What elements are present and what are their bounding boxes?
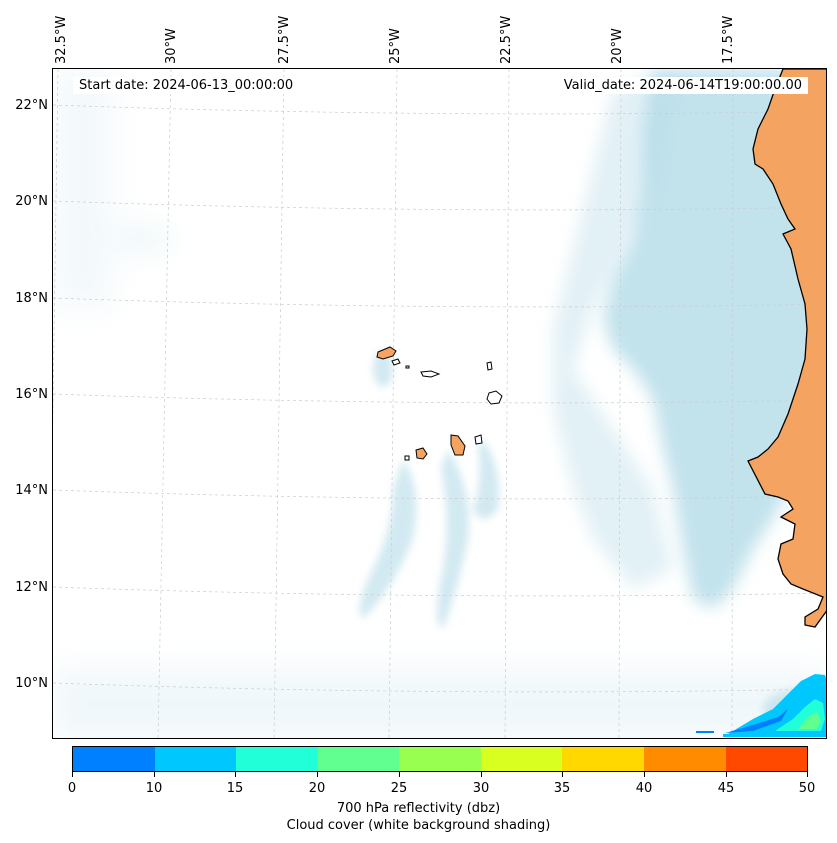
colorbar-tick-25: [399, 772, 400, 777]
colorbar-segment-0-10: [73, 747, 155, 771]
africa-landmass: [747, 69, 826, 628]
colorbar-segment-15-20: [236, 747, 318, 771]
island-fogo: [415, 447, 428, 460]
colorbar-segment-20-25: [317, 747, 400, 771]
lat-label-12n: 12°N: [15, 580, 48, 595]
cloud-haze-west: [53, 69, 113, 309]
start-date-label: Start date: 2024-06-13_00:00:00: [73, 77, 300, 94]
lon-label-30w: 30°W: [164, 28, 179, 64]
lat-label-14n: 14°N: [15, 483, 48, 498]
lat-label-18n: 18°N: [15, 291, 48, 306]
island-sao-nicolau: [420, 370, 441, 378]
colorbar-segment-10-15: [154, 747, 237, 771]
colorbar-tick-50: [807, 772, 808, 777]
meridian-30w: [157, 69, 172, 738]
lon-label-25w: 25°W: [388, 28, 403, 64]
colorbar-label-30: 30: [472, 781, 490, 796]
colorbar-tick-35: [562, 772, 563, 777]
colorbar-tick-0: [72, 772, 73, 777]
colorbar-subtitle: Cloud cover (white background shading): [286, 818, 551, 833]
island-santo-antao: [376, 346, 397, 360]
cape-verde-islands: [376, 346, 503, 461]
island-sal: [486, 361, 493, 371]
meridian-27-5w: [273, 69, 285, 738]
cloud-patch-island: [373, 351, 393, 387]
colorbar-tick-40: [644, 772, 645, 777]
meridian-17-5w: [731, 69, 734, 738]
colorbar-segment-40-45: [643, 747, 726, 771]
reflectivity-cells: [696, 674, 826, 737]
colorbar-label-35: 35: [553, 781, 571, 796]
colorbar-label-50: 50: [798, 781, 816, 796]
colorbar-tick-20: [317, 772, 318, 777]
island-boa-vista: [486, 390, 503, 405]
reflectivity-cell-20dbz: [798, 712, 821, 729]
colorbar-tick-45: [726, 772, 727, 777]
lat-label-10n: 10°N: [15, 676, 48, 691]
colorbar-label-20: 20: [308, 781, 326, 796]
island-santiago: [450, 434, 466, 456]
cloud-patch-west: [113, 225, 173, 253]
cloud-streak-2: [437, 449, 469, 629]
lon-label-32-5w: 32.5°W: [54, 15, 69, 64]
lat-label-16n: 16°N: [15, 387, 48, 402]
colorbar-tick-30: [481, 772, 482, 777]
colorbar-label-40: 40: [635, 781, 653, 796]
lon-label-20w: 20°W: [610, 28, 625, 64]
colorbar-tick-15: [235, 772, 236, 777]
lon-label-17-5w: 17.5°W: [721, 15, 736, 64]
cloud-cover-light: [53, 69, 826, 738]
island-santa-luzia: [405, 365, 410, 369]
lon-label-27-5w: 27.5°W: [277, 15, 292, 64]
colorbar-label-45: 45: [717, 781, 735, 796]
reflectivity-base: [723, 734, 826, 737]
colorbar-segment-35-40: [562, 747, 644, 771]
cloud-band-east-outer: [553, 69, 673, 589]
colorbar-label-15: 15: [226, 781, 244, 796]
meridian-25w: [388, 69, 398, 738]
colorbar-tick-10: [154, 772, 155, 777]
cloud-haze-south: [53, 669, 826, 738]
lon-label-22-5w: 22.5°W: [499, 15, 514, 64]
island-maio: [474, 434, 483, 445]
reflectivity-sliver: [696, 731, 714, 733]
graticule: [53, 69, 826, 738]
colorbar-segment-25-30: [399, 747, 481, 771]
map-plot-area[interactable]: Start date: 2024-06-13_00:00:00 Valid_da…: [52, 68, 827, 739]
map-canvas: [53, 69, 826, 738]
colorbar-segment-45-50: [725, 747, 808, 771]
meridian-22-5w: [504, 69, 510, 738]
cloud-streak-3: [473, 439, 499, 519]
reflectivity-colorbar: [72, 746, 808, 772]
colorbar-segment-30-35: [480, 747, 563, 771]
cloud-streak-1: [359, 459, 417, 619]
valid-date-label: Valid_date: 2024-06-14T19:00:00.00: [557, 77, 808, 94]
lat-label-22n: 22°N: [15, 98, 48, 113]
meridian-20w: [618, 69, 622, 738]
colorbar-label-0: 0: [67, 781, 77, 796]
island-sao-vicente: [391, 358, 401, 366]
colorbar-title: 700 hPa reflectivity (dbz): [336, 801, 501, 816]
colorbar-label-10: 10: [145, 781, 163, 796]
island-brava: [404, 455, 410, 461]
reflectivity-cell-0dbz-edge: [725, 709, 788, 733]
colorbar-label-25: 25: [390, 781, 408, 796]
lat-label-20n: 20°N: [15, 194, 48, 209]
